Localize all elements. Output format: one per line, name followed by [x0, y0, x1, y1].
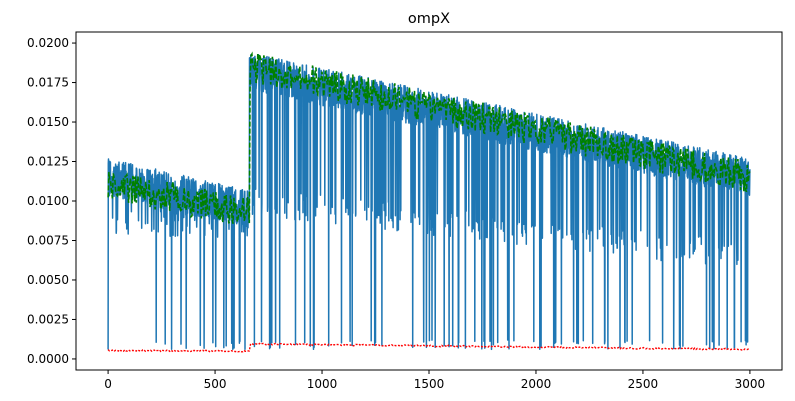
x-tick-label: 2000: [521, 377, 552, 391]
x-tick-label: 500: [204, 377, 227, 391]
y-tick-label: 0.0150: [27, 115, 69, 129]
y-axis: 0.0000 0.0025 0.0050 0.0075 0.0100 0.0125 0.01…: [27, 36, 76, 366]
chart-title: ompX: [408, 11, 450, 27]
y-tick-label: 0.0200: [27, 36, 69, 50]
series-green-line: [107, 51, 751, 224]
series-layer: [107, 51, 751, 353]
y-tick-label: 0.0175: [27, 76, 69, 90]
y-tick-label: 0.0100: [27, 194, 69, 208]
y-tick-label: 0.0075: [27, 233, 69, 247]
x-tick-label: 2500: [628, 377, 659, 391]
x-tick-label: 3000: [735, 377, 766, 391]
series-red-line: [107, 342, 750, 353]
x-tick-label: 1500: [414, 377, 445, 391]
y-tick-label: 0.0125: [27, 155, 69, 169]
x-tick-label: 0: [104, 377, 112, 391]
x-axis: 0 500 1000 1500 2000 2500 3000: [104, 370, 765, 391]
x-tick-label: 1000: [307, 377, 338, 391]
y-tick-label: 0.0050: [27, 273, 69, 287]
y-tick-label: 0.0000: [27, 352, 69, 366]
y-tick-label: 0.0025: [27, 312, 69, 326]
